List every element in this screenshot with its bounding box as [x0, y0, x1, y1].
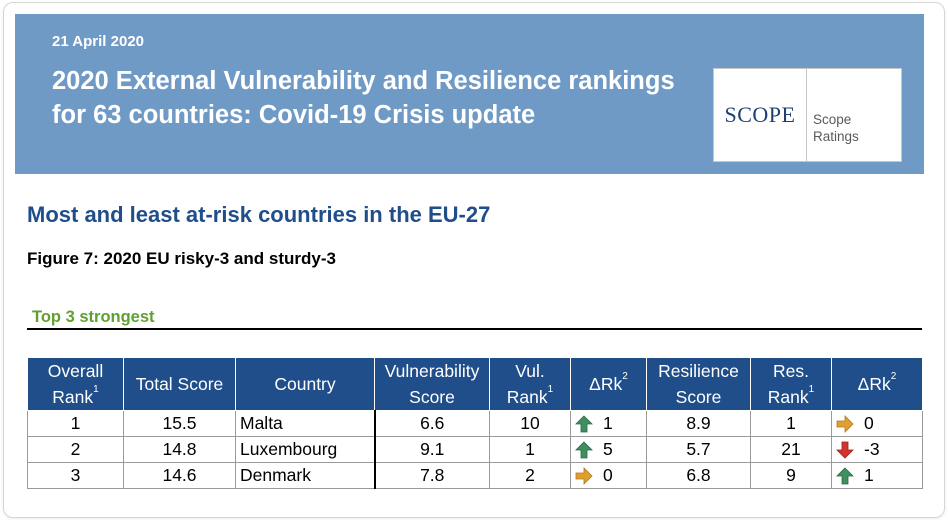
table-row: 3 14.6 Denmark 7.8 2 0 6.8 9 1 — [27, 462, 923, 489]
section-heading: Most and least at-risk countries in the … — [27, 202, 491, 227]
col-overall-rank: Overall Rank1 — [27, 357, 124, 411]
right-orange-arrow-icon — [575, 466, 593, 485]
vul-delta-rank-cell: 0 — [570, 462, 647, 489]
res-rank-cell: 21 — [750, 436, 832, 463]
country-cell: Denmark — [235, 462, 376, 489]
resilience-score-cell: 5.7 — [646, 436, 751, 463]
up-green-arrow-icon — [575, 441, 593, 459]
vul-rank-cell: 1 — [489, 436, 571, 463]
report-date: 21 April 2020 — [52, 33, 144, 50]
vulnerability-score-cell: 7.8 — [374, 462, 490, 489]
report-title: 2020 External Vulnerability and Resilien… — [52, 67, 675, 129]
logo-wordmark-box: SCOPE — [714, 69, 807, 161]
up-green-arrow-icon — [836, 467, 854, 485]
country-cell: Luxembourg — [235, 436, 376, 463]
resilience-score-cell: 6.8 — [646, 462, 751, 489]
footnote-marker: 1 — [93, 384, 99, 395]
footnote-marker: 1 — [547, 384, 554, 395]
col-resilience-score: Resilience Score — [646, 357, 751, 411]
col-country: Country — [235, 357, 375, 411]
col-vul-rank-label: Vul. Rank — [506, 361, 548, 407]
down-red-arrow-icon — [836, 441, 854, 459]
res-delta-rank-cell: 0 — [831, 410, 923, 437]
vul-rank-cell: 10 — [489, 410, 571, 437]
table-subheading: Top 3 strongest — [32, 308, 155, 326]
footnote-marker: 1 — [808, 384, 815, 395]
res-rank-cell: 9 — [750, 462, 832, 489]
logo-label: Scope Ratings — [813, 111, 859, 145]
total-score-cell: 14.6 — [123, 462, 236, 489]
rankings-table: Overall Rank1 Total Score Country Vulner… — [27, 357, 923, 489]
footnote-marker: 2 — [622, 371, 628, 382]
vul-delta-rank-cell: 1 — [570, 410, 647, 437]
logo-wordmark: SCOPE — [724, 102, 796, 127]
resilience-score-cell: 8.9 — [646, 410, 751, 437]
vul-delta-rank-value: 0 — [603, 465, 613, 486]
table-row: 2 14.8 Luxembourg 9.1 1 5 5.7 21 -3 — [27, 436, 923, 463]
col-res-rank: Res. Rank1 — [750, 357, 832, 411]
vulnerability-score-cell: 6.6 — [374, 410, 490, 437]
up-green-arrow-icon — [575, 415, 593, 433]
footnote-marker: 2 — [890, 371, 897, 382]
col-vul-delta-rank-label: ΔRk — [589, 374, 623, 394]
col-overall-rank-label: Overall Rank — [47, 361, 104, 407]
scope-logo: SCOPE Scope Ratings — [713, 68, 902, 162]
col-total-score: Total Score — [123, 357, 236, 411]
overall-rank-cell: 2 — [27, 436, 124, 463]
subheading-rule — [27, 328, 922, 330]
col-res-delta-rank-label: ΔRk — [857, 374, 891, 394]
total-score-cell: 15.5 — [123, 410, 236, 437]
vul-delta-rank-value: 5 — [603, 439, 613, 460]
res-delta-rank-cell: 1 — [831, 462, 923, 489]
vul-delta-rank-cell: 5 — [570, 436, 647, 463]
document-frame: 21 April 2020 2020 External Vulnerabilit… — [3, 2, 945, 518]
col-res-delta-rank: ΔRk2 — [831, 357, 923, 411]
table-header-row: Overall Rank1 Total Score Country Vulner… — [27, 357, 923, 411]
total-score-cell: 14.8 — [123, 436, 236, 463]
col-res-rank-label: Res. Rank — [767, 361, 809, 407]
res-rank-cell: 1 — [750, 410, 832, 437]
logo-label-line-1: Scope — [813, 112, 852, 127]
vul-delta-rank-value: 1 — [603, 413, 613, 434]
vulnerability-score-cell: 9.1 — [374, 436, 490, 463]
logo-label-line-2: Ratings — [813, 129, 859, 144]
table-row: 1 15.5 Malta 6.6 10 1 8.9 1 0 — [27, 410, 923, 437]
col-vul-delta-rank: ΔRk2 — [570, 357, 647, 411]
col-vulnerability-score: Vulnerability Score — [374, 357, 490, 411]
res-delta-rank-value: -3 — [864, 439, 880, 460]
overall-rank-cell: 1 — [27, 410, 124, 437]
overall-rank-cell: 3 — [27, 462, 124, 489]
country-cell: Malta — [235, 410, 376, 437]
right-orange-arrow-icon — [836, 414, 854, 433]
col-vul-rank: Vul. Rank1 — [489, 357, 571, 411]
res-delta-rank-cell: -3 — [831, 436, 923, 463]
header-banner: 21 April 2020 2020 External Vulnerabilit… — [15, 14, 924, 174]
res-delta-rank-value: 0 — [864, 413, 874, 434]
res-delta-rank-value: 1 — [864, 465, 874, 486]
figure-caption: Figure 7: 2020 EU risky-3 and sturdy-3 — [27, 249, 336, 268]
vul-rank-cell: 2 — [489, 462, 571, 489]
